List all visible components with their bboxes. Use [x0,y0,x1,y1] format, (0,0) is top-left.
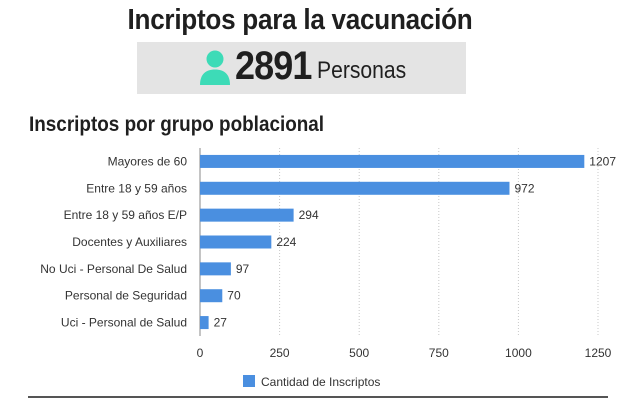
legend-label: Cantidad de Inscriptos [261,375,380,389]
category-label: Entre 18 y 59 años [86,181,187,195]
bar [200,208,294,222]
bar [200,262,231,276]
x-tick-label: 750 [429,346,449,360]
bar [200,289,223,303]
legend-swatch [243,375,255,387]
bar [200,154,585,168]
category-label: Personal de Seguridad [65,289,187,303]
category-label: No Uci - Personal De Salud [40,262,187,276]
value-label: 294 [299,208,319,222]
bottom-divider [28,396,608,398]
person-icon [200,50,230,85]
value-label: 224 [276,235,296,249]
registered-count-unit: Personas [317,57,407,84]
x-tick-label: 1250 [585,346,612,360]
page-title: Incriptos para la vacunación [127,4,473,36]
bar [200,316,209,330]
value-label: 70 [227,289,241,303]
x-tick-label: 500 [349,346,369,360]
value-label: 97 [236,262,250,276]
value-label: 1207 [589,154,616,168]
x-tick-label: 250 [270,346,290,360]
x-tick-label: 0 [197,346,204,360]
value-label: 27 [214,316,228,330]
category-label: Entre 18 y 59 años E/P [64,208,187,222]
registered-count: 2891 [235,44,312,88]
category-label: Mayores de 60 [108,154,188,168]
category-label: Docentes y Auxiliares [72,235,187,249]
bar [200,235,272,249]
category-label: Uci - Personal de Salud [61,316,187,330]
x-tick-label: 1000 [505,346,532,360]
bar [200,181,510,195]
chart-title: Inscriptos por grupo poblacional [29,113,325,136]
value-label: 972 [514,181,534,195]
registered-count-box: 2891 Personas [137,42,466,94]
